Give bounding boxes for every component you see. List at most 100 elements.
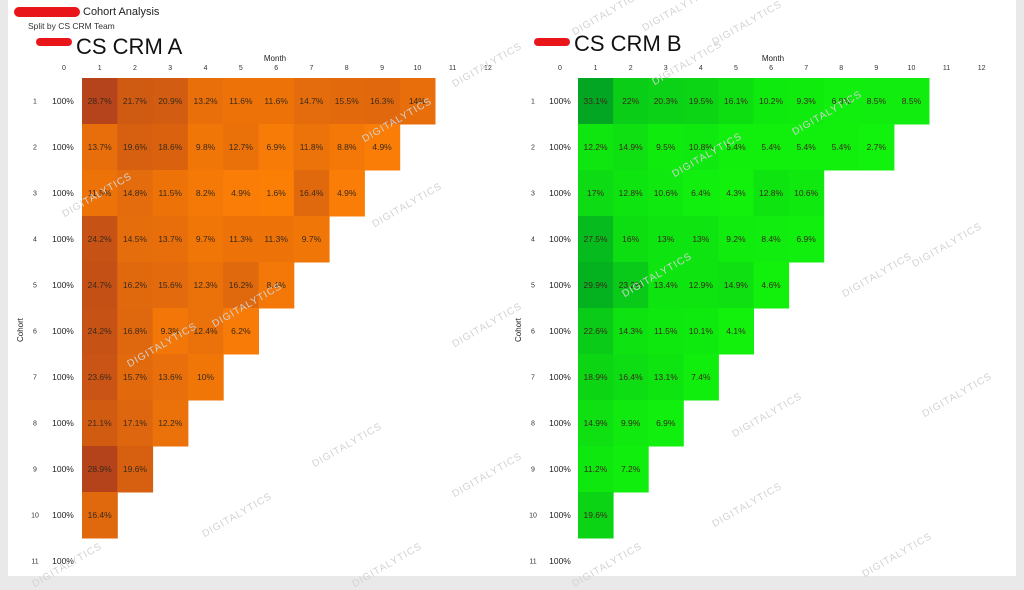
heatmap-cell [613, 262, 649, 309]
heatmap-cell [152, 262, 189, 309]
heatmap-cell [293, 78, 330, 125]
heatmap-cell [718, 170, 754, 217]
heatmap-cell [683, 308, 719, 355]
report-title: Cohort Analysis [83, 6, 160, 18]
cell-value-label: 14% [409, 96, 426, 106]
heatmap-cell [858, 124, 895, 171]
heatmap-cell [258, 78, 295, 125]
month0-label: 100% [549, 464, 571, 474]
heatmap-cell [293, 216, 330, 263]
cell-value-label: 14.9% [619, 142, 644, 152]
cell-value-label: 13.4% [654, 280, 679, 290]
cell-value-label: 23.6% [88, 372, 113, 382]
cell-value-label: 11.5% [654, 326, 678, 336]
cell-value-label: 22.6% [583, 326, 608, 336]
cell-value-label: 16.1% [724, 96, 749, 106]
heatmap-cell [753, 262, 790, 309]
month0-label: 100% [549, 234, 571, 244]
heatmap-cell [683, 216, 719, 263]
cell-value-label: 20.3% [654, 96, 679, 106]
heatmap-cell [117, 170, 154, 217]
cell-value-label: 23.2% [619, 280, 644, 290]
month0-label: 100% [549, 418, 571, 428]
heatmap-cell [187, 354, 224, 401]
heatmap-cell [858, 78, 895, 125]
heatmap-cell [187, 262, 224, 309]
cell-value-label: 12.2% [583, 142, 608, 152]
cell-value-label: 16.2% [229, 280, 254, 290]
cell-value-label: 11.5% [88, 188, 112, 198]
cell-value-label: 19.6% [583, 510, 608, 520]
cell-value-label: 16.4% [299, 188, 324, 198]
heatmap-cell [187, 216, 224, 263]
month0-label: 100% [52, 372, 74, 382]
cell-value-label: 13.7% [158, 234, 183, 244]
heatmap-cell [223, 124, 259, 171]
heatmap-cell [117, 446, 154, 493]
axis-label-cohort: Cohort [514, 317, 523, 342]
y-tick-label: 7 [531, 375, 535, 382]
x-tick-label: 4 [204, 65, 208, 72]
heatmap-cell [82, 308, 118, 355]
heatmap-cell [578, 78, 614, 125]
heatmap-cell [152, 400, 189, 447]
cell-value-label: 8.4% [761, 234, 781, 244]
heatmap-cell [718, 216, 754, 263]
cell-value-label: 21.1% [88, 418, 113, 428]
heatmap-cell [788, 170, 825, 217]
month0-label: 100% [549, 556, 571, 566]
cell-value-label: 27.5% [583, 234, 608, 244]
cell-value-label: 1.6% [266, 188, 286, 198]
heatmap-cell [117, 216, 154, 263]
x-tick-label: 8 [839, 65, 843, 72]
y-tick-label: 3 [33, 191, 37, 198]
month0-label: 100% [52, 188, 74, 198]
heatmap-cell [364, 78, 401, 125]
cell-value-label: 20.9% [158, 96, 183, 106]
cell-value-label: 11.8% [300, 142, 324, 152]
x-tick-label: 6 [769, 65, 773, 72]
heatmap-cell [82, 170, 118, 217]
heatmap-cell [152, 78, 189, 125]
heatmap-cell [82, 400, 118, 447]
cell-value-label: 18.6% [158, 142, 183, 152]
cell-value-label: 14.3% [619, 326, 644, 336]
cell-value-label: 13.7% [88, 142, 113, 152]
cell-value-label: 19.6% [123, 142, 148, 152]
heatmap-cell [187, 78, 224, 125]
heatmap-cell [152, 216, 189, 263]
cell-value-label: 14.7% [299, 96, 324, 106]
cell-value-label: 14.9% [724, 280, 749, 290]
cell-value-label: 9.8% [196, 142, 216, 152]
cell-value-label: 12.8% [759, 188, 784, 198]
y-tick-label: 8 [531, 421, 535, 428]
x-tick-label: 10 [413, 65, 421, 72]
x-tick-label: 10 [908, 65, 916, 72]
month0-label: 100% [52, 234, 74, 244]
heatmap-cell [823, 78, 860, 125]
heatmap-cell [683, 170, 719, 217]
cell-value-label: 4.9% [337, 188, 357, 198]
cell-value-label: 9.2% [726, 234, 746, 244]
x-tick-label: 12 [484, 65, 492, 72]
cell-value-label: 9.3% [796, 96, 816, 106]
y-tick-label: 6 [531, 329, 535, 336]
month0-label: 100% [52, 142, 74, 152]
heatmap-cell [683, 124, 719, 171]
heatmap-cell [578, 308, 614, 355]
heatmap-cell [364, 124, 401, 171]
heatmap-cell [648, 308, 684, 355]
heatmap-cell [329, 78, 365, 125]
cell-value-label: 17.1% [123, 418, 148, 428]
x-tick-label: 5 [734, 65, 738, 72]
x-tick-label: 2 [629, 65, 633, 72]
y-tick-label: 9 [33, 467, 37, 474]
heatmap-cell [258, 262, 295, 309]
y-tick-label: 7 [33, 375, 37, 382]
cell-value-label: 10.1% [689, 326, 714, 336]
heatmap-cell [223, 170, 259, 217]
heatmap-cell [683, 262, 719, 309]
heatmap-cell [578, 262, 614, 309]
cell-value-label: 16.2% [123, 280, 148, 290]
